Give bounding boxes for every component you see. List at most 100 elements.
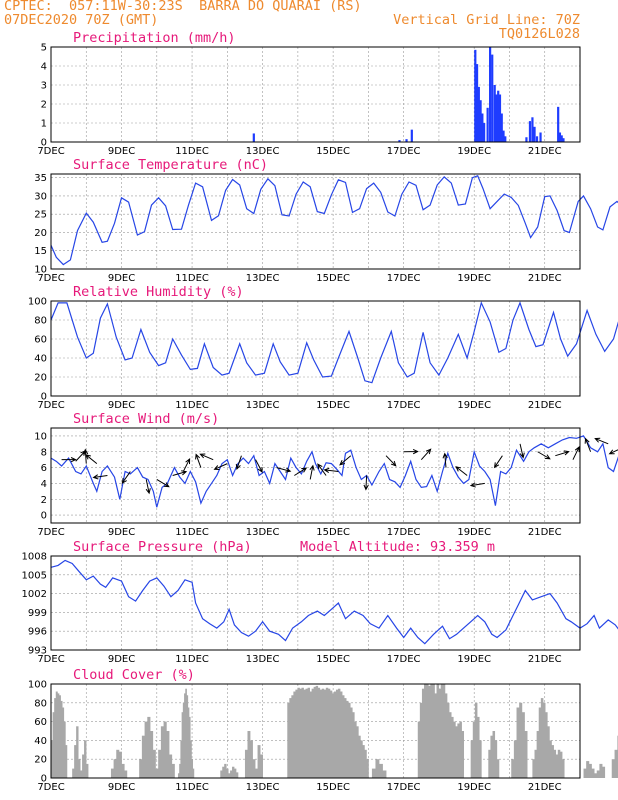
header-station: CPTEC: 057:11W-30:23S BARRA DO QUARAI (R… (4, 0, 362, 14)
cloud-bar (432, 684, 435, 778)
y-tick-label: 80 (34, 698, 47, 709)
cloud-bar (78, 759, 81, 778)
x-tick-label: 17DEC (387, 400, 421, 411)
panel-frame (50, 300, 581, 397)
x-tick-label: 19DEC (457, 782, 491, 793)
cloud-bar (440, 684, 444, 778)
cloud-bar (521, 712, 525, 778)
x-tick-label: 17DEC (387, 273, 421, 284)
cloud-bar (342, 695, 345, 778)
cloud-bar (346, 700, 349, 778)
x-tick-label: 11DEC (175, 782, 209, 793)
cloud-bar (116, 749, 120, 778)
x-tick-label: 19DEC (457, 273, 491, 284)
precip-bar (562, 138, 565, 142)
x-tick-label: 19DEC (457, 527, 491, 538)
cloud-bar (186, 695, 189, 778)
cloud-bar (187, 707, 190, 778)
cloud-bar (124, 770, 128, 778)
cloud-bar (60, 700, 63, 778)
cloud-bar (461, 731, 465, 778)
cloud-bar (250, 740, 253, 778)
wind-vector (493, 455, 503, 469)
cloud-bar (588, 763, 592, 778)
cloud-bar (321, 688, 325, 778)
y-tick-label: 0 (41, 138, 47, 149)
y-tick-label: 100 (28, 680, 47, 691)
cloud-bar (299, 688, 302, 778)
cloud-bar (182, 702, 185, 778)
y-tick-label: 20 (34, 755, 47, 766)
cloud-bar (490, 735, 493, 778)
precip-bar (410, 129, 413, 142)
precip-bar (486, 107, 489, 142)
wind-vector (82, 448, 89, 464)
y-tick-label: 20 (34, 228, 47, 239)
x-tick-label: 15DEC (316, 654, 350, 665)
y-tick-label: 999 (28, 608, 47, 619)
cloud-bar (534, 749, 538, 778)
cloud-bar (289, 698, 292, 778)
y-tick-label: 4 (41, 479, 47, 490)
wind-vector (519, 443, 525, 459)
cloud-bar (479, 740, 482, 778)
cloud-bar (511, 759, 515, 778)
precip-bar (498, 94, 502, 142)
precip-bar (502, 130, 505, 142)
x-tick-label: 13DEC (246, 782, 280, 793)
precip-bar (489, 47, 492, 142)
cloud-bar (519, 702, 523, 778)
wind-vector (199, 453, 214, 461)
precip-bar (481, 113, 484, 142)
x-tick-label: 17DEC (387, 782, 421, 793)
cloud-bar (255, 768, 258, 778)
wind-vector (235, 455, 242, 471)
cloud-bar (474, 702, 478, 778)
y-tick-label: 0 (41, 511, 47, 522)
cloud-bar (177, 773, 180, 778)
cloud-bar (230, 770, 233, 778)
wind-vector (403, 448, 419, 455)
cloud-bar (62, 707, 65, 778)
cloud-bar (233, 768, 237, 778)
cloud-bar (297, 687, 300, 778)
precip-bar (535, 136, 539, 142)
cloud-bar (430, 684, 433, 778)
cloud-bar (428, 685, 431, 778)
cloud-bar (352, 712, 355, 778)
x-tick-label: 7DEC (37, 400, 64, 411)
cloud-bar (472, 721, 476, 778)
panel-title: Relative Humidity (%) (73, 284, 244, 300)
x-tick-label: 21DEC (528, 782, 562, 793)
cloud-bar (309, 691, 313, 778)
precip-bar (525, 137, 528, 142)
panel-frame (50, 46, 581, 143)
cloud-bar (337, 688, 341, 778)
cloud-bar (364, 749, 367, 778)
cloud-bar (542, 702, 546, 778)
wind-vector (121, 471, 131, 484)
x-tick-label: 19DEC (457, 400, 491, 411)
x-tick-label: 15DEC (316, 400, 350, 411)
cloud-bar (179, 763, 181, 778)
cloud-bar (366, 759, 369, 778)
cloud-bar (152, 749, 156, 778)
precip-bar (483, 123, 486, 142)
precip-bar (558, 132, 562, 142)
cloud-bar (421, 688, 425, 778)
cloud-bar (118, 751, 122, 778)
precip-bar (539, 132, 542, 142)
cloud-bar (244, 749, 248, 778)
x-tick-label: 17DEC (387, 654, 421, 665)
cloud-bar (591, 768, 595, 778)
x-tick-label: 7DEC (37, 146, 64, 157)
cloud-bar (477, 716, 480, 778)
wind-vector (255, 459, 263, 474)
cloud-bar (547, 726, 550, 778)
cloud-bar (301, 687, 304, 778)
wind-vector (276, 467, 292, 473)
cloud-bar (252, 759, 256, 778)
cloud-bar (319, 689, 323, 778)
cloud-bar (180, 740, 183, 778)
cloud-bar (315, 685, 319, 778)
